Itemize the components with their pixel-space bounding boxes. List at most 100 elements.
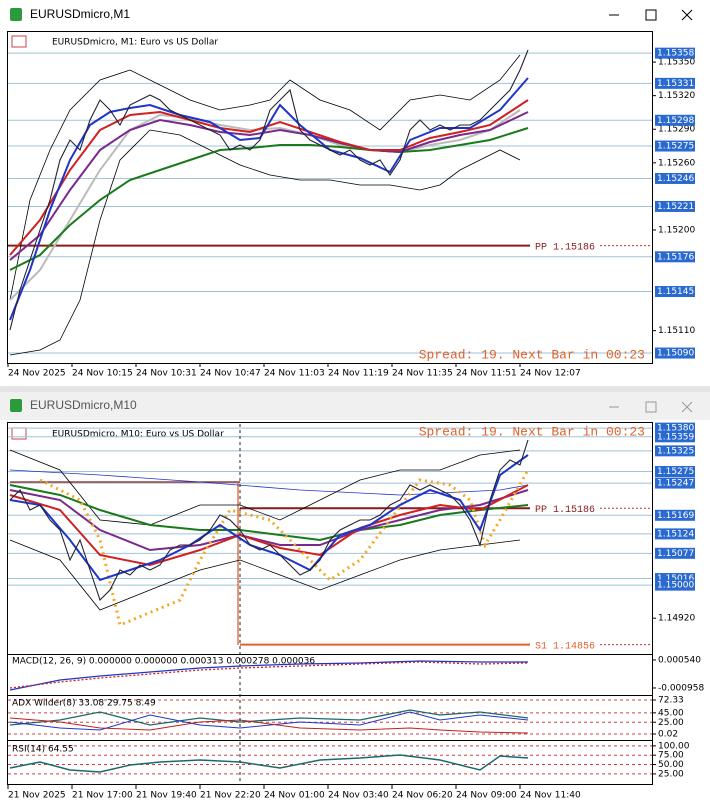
- x-tick-label: 21 Nov 2025: [8, 791, 66, 801]
- price-box-label: 1.15169: [657, 511, 694, 521]
- window-separator: [0, 386, 710, 392]
- price-box-label: 1.15176: [657, 252, 694, 262]
- y-tick-label: 72.33: [658, 695, 684, 705]
- price-box: [655, 114, 695, 126]
- price-box-label: 1.15145: [657, 287, 694, 297]
- y-tick-label: 45.00: [658, 708, 684, 718]
- close-button[interactable]: [681, 9, 693, 21]
- y-tick-label: 1.15350: [658, 58, 695, 68]
- pivot-label: PP 1.15186: [535, 242, 595, 253]
- ma-purple: [9, 489, 529, 552]
- x-tick-label: 24 Nov 2025: [8, 369, 66, 379]
- y-tick-label: 75.00: [658, 751, 684, 761]
- price-box-label: 1.15358: [657, 49, 694, 59]
- y-tick-label: 0.02: [658, 730, 678, 740]
- price-box: [655, 579, 695, 591]
- pivot-label: PP 1.15186: [535, 505, 595, 516]
- ma-green: [9, 127, 529, 271]
- y-tick-label: 1.15200: [658, 225, 695, 235]
- chart-icon: [11, 35, 27, 48]
- price-box-label: 1.15359: [657, 432, 694, 442]
- x-tick-label: 24 Nov 11:35: [392, 369, 453, 379]
- x-tick-label: 24 Nov 06:20: [392, 791, 453, 801]
- x-tick-label: 21 Nov 17:00: [72, 791, 133, 801]
- app-icon: [10, 8, 22, 21]
- plot-frame: [7, 422, 653, 785]
- macd-label: MACD(12, 26, 9) 0.000000 0.000000 0.0003…: [12, 657, 315, 667]
- price-box: [655, 77, 695, 89]
- bollinger-upper: [9, 449, 521, 526]
- x-tick-label: 24 Nov 10:15: [72, 369, 133, 379]
- price-line: [9, 439, 529, 602]
- price-box: [655, 47, 695, 59]
- price-box-label: 1.15016: [657, 574, 694, 584]
- x-tick-label: 24 Nov 11:40: [520, 791, 581, 801]
- title-bar: [0, 392, 710, 420]
- price-box: [655, 445, 695, 457]
- price-box-label: 1.15275: [657, 142, 694, 152]
- spread-info: Spread: 19. Next Bar in 00:23: [419, 424, 645, 439]
- ma-blue: [9, 77, 529, 321]
- price-box-label: 1.15380: [657, 424, 694, 434]
- price-box-label: 1.15331: [657, 79, 694, 89]
- x-tick-label: 24 Nov 11:03: [264, 369, 325, 379]
- price-box-label: 1.15000: [657, 581, 694, 591]
- price-line: [9, 49, 529, 331]
- price-box: [655, 347, 695, 359]
- close-button[interactable]: [681, 401, 693, 413]
- y-tick-label: -0.000958: [658, 683, 704, 693]
- x-tick-label: 24 Nov 01:00: [264, 791, 325, 801]
- adx-line: [9, 709, 529, 726]
- ma-red: [9, 484, 529, 567]
- price-box: [655, 547, 695, 559]
- price-box: [655, 200, 695, 212]
- y-tick-label: 25.00: [658, 769, 684, 779]
- ma-long: [9, 469, 529, 496]
- price-box-label: 1.15077: [657, 549, 694, 559]
- plot-frame: [7, 31, 653, 364]
- y-tick-label: 50.00: [658, 760, 684, 770]
- price-box: [655, 286, 695, 297]
- bollinger-lower: [9, 539, 521, 611]
- x-tick-label: 24 Nov 03:40: [328, 791, 389, 801]
- price-box-label: 1.15247: [657, 479, 694, 489]
- y-tick-label: 1.14920: [658, 614, 695, 624]
- app-icon: [10, 399, 22, 412]
- ma-purple: [9, 111, 529, 261]
- price-box: [655, 528, 695, 540]
- bollinger-upper: [9, 54, 521, 301]
- adx-label: ADX Wilder(8) 33.08 29.75 8.49: [12, 699, 156, 709]
- plot-window1: 1.15350 1.15320 1.15290 1.15260 1.15200 1.151…: [8, 47, 695, 359]
- price-box-label: 1.15221: [657, 202, 694, 212]
- maximize-button[interactable]: [645, 9, 657, 21]
- price-box: [655, 477, 695, 489]
- parabolic-sar: [39, 469, 530, 628]
- y-tick-label: 100.00: [658, 741, 690, 751]
- macd-signal: [9, 661, 529, 689]
- x-tick-label: 24 Nov 10:31: [136, 369, 197, 379]
- pivot-label: S1 1.14856: [535, 641, 595, 652]
- chart-label: EURUSDmicro, M10: Euro vs US Dollar: [52, 430, 224, 440]
- x-tick-label: 24 Nov 11:19: [328, 369, 389, 379]
- price-box: [655, 251, 695, 263]
- x-tick-label: 24 Nov 11:51: [456, 369, 517, 379]
- chart-label: EURUSDmicro, M1: Euro vs US Dollar: [52, 38, 218, 48]
- y-tick-label: 0.000540: [658, 655, 701, 665]
- x-tick-label: 24 Nov 09:00: [456, 791, 517, 801]
- price-box-label: 1.15246: [657, 174, 694, 184]
- price-box: [655, 509, 695, 521]
- maximize-button[interactable]: [645, 401, 657, 413]
- price-box: [655, 431, 695, 443]
- price-box-label: 1.15275: [657, 467, 694, 477]
- price-box: [655, 422, 695, 434]
- adx-plus: [9, 711, 529, 731]
- y-tick-label: 25.00: [658, 718, 684, 728]
- rsi-line: [9, 754, 529, 773]
- bollinger-lower: [9, 129, 521, 356]
- rsi-label: RSI(14) 64.55: [12, 745, 74, 755]
- y-tick-label: 1.15320: [658, 91, 695, 101]
